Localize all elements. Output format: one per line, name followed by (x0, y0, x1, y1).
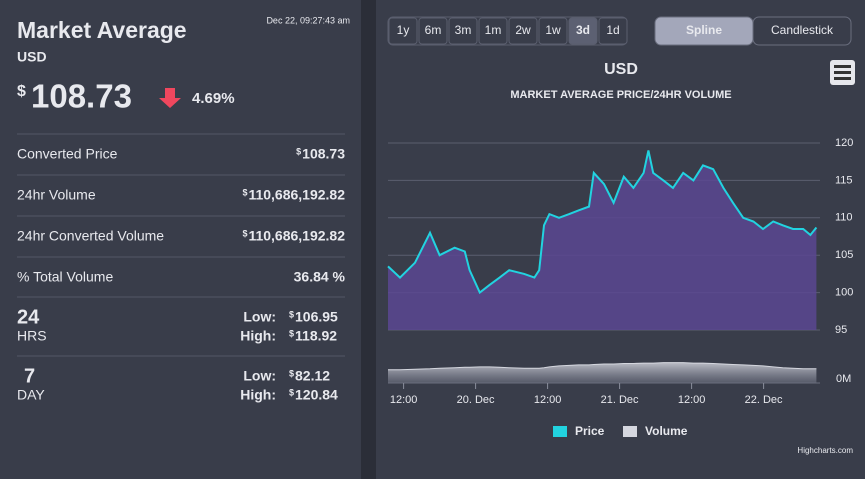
x-tick-label: 12:00 (534, 394, 562, 406)
currency-symbol: $ (289, 309, 294, 319)
value: 108.73 (302, 146, 345, 162)
currency-symbol: $ (242, 187, 247, 197)
chart-title: USD (604, 61, 638, 78)
panel-title: Market Average (17, 17, 187, 43)
currency-symbol: $ (17, 83, 26, 100)
range-button[interactable] (448, 17, 478, 45)
menu-line (834, 65, 851, 68)
range-button[interactable] (478, 17, 508, 45)
range-unit: DAY (17, 387, 45, 403)
menu-line (834, 71, 851, 74)
y-tick-label: 105 (835, 249, 853, 261)
chart-subtitle: MARKET AVERAGE PRICE/24HR VOLUME (510, 89, 731, 101)
x-tick-label: 20. Dec (457, 394, 495, 406)
value: 106.95 (295, 309, 338, 325)
price: 108.73 (31, 78, 132, 115)
x-tick-label: 21. Dec (601, 394, 639, 406)
range-button-label[interactable]: 1m (485, 23, 502, 37)
range-button-label[interactable]: 3m (455, 23, 472, 37)
high-label: High: (240, 328, 276, 344)
value: 82.12 (295, 368, 330, 384)
price-change: 4.69% (192, 90, 235, 107)
range-button[interactable] (388, 17, 418, 45)
x-tick-label: 12:00 (678, 394, 706, 406)
range-period: 7 (24, 365, 35, 387)
high-label: High: (240, 387, 276, 403)
area (388, 362, 817, 383)
range-button[interactable] (418, 17, 448, 45)
area (388, 150, 817, 330)
row-label: 24hr Converted Volume (17, 228, 164, 244)
range-button[interactable] (538, 17, 568, 45)
range-button-label[interactable]: 1y (397, 23, 410, 37)
timestamp: Dec 22, 09:27:43 am (266, 15, 350, 25)
legend-swatch[interactable] (623, 426, 637, 437)
range-period: 24 (17, 306, 40, 328)
value: 118.92 (295, 328, 337, 344)
credits[interactable]: Highcharts.com (797, 446, 853, 455)
line (387, 150, 818, 295)
y-tick-label: 100 (835, 287, 853, 299)
currency-symbol: $ (289, 328, 294, 338)
range-button-label[interactable]: 6m (425, 23, 442, 37)
menu-line (834, 77, 851, 80)
y-tick-label: 110 (835, 212, 853, 224)
currency-symbol: $ (242, 228, 247, 238)
legend-label[interactable]: Price (575, 424, 605, 438)
low-label: Low: (243, 309, 276, 325)
range-button-label[interactable]: 1d (606, 23, 619, 37)
range-button[interactable] (568, 17, 598, 45)
row-label: % Total Volume (17, 269, 113, 285)
down-arrow (159, 88, 181, 108)
y2-tick-label: 0M (836, 373, 851, 385)
currency-symbol: $ (289, 368, 294, 378)
value: 110,686,192.82 (248, 187, 345, 203)
y-tick-label: 120 (835, 137, 853, 149)
value: 120.84 (295, 387, 338, 403)
legend-swatch[interactable] (553, 426, 567, 437)
range-button[interactable] (508, 17, 538, 45)
value: 36.84 % (294, 269, 346, 285)
currency-symbol: $ (296, 146, 301, 156)
currency-symbol: $ (289, 387, 294, 397)
currency: USD (17, 49, 47, 65)
range-button-label[interactable]: 1w (545, 23, 561, 37)
row-label: Converted Price (17, 146, 118, 162)
x-tick-label: 12:00 (390, 394, 418, 406)
y-tick-label: 115 (835, 174, 853, 186)
menu-button[interactable] (830, 60, 855, 85)
x-tick-label: 22. Dec (745, 394, 783, 406)
range-button[interactable] (598, 17, 628, 45)
y-tick-label: 95 (835, 324, 847, 336)
range-unit: HRS (17, 328, 47, 344)
value: 110,686,192.82 (248, 228, 345, 244)
info-panel (0, 0, 361, 479)
range-button-label[interactable]: 3d (576, 23, 590, 37)
row-label: 24hr Volume (17, 187, 96, 203)
low-label: Low: (243, 368, 276, 384)
chart-type-label[interactable]: Candlestick (771, 23, 834, 37)
line (388, 362, 817, 371)
legend-label[interactable]: Volume (645, 424, 688, 438)
chart-type-label[interactable]: Spline (686, 23, 722, 37)
range-button-label[interactable]: 2w (515, 23, 531, 37)
chart-type-button[interactable] (752, 16, 852, 46)
